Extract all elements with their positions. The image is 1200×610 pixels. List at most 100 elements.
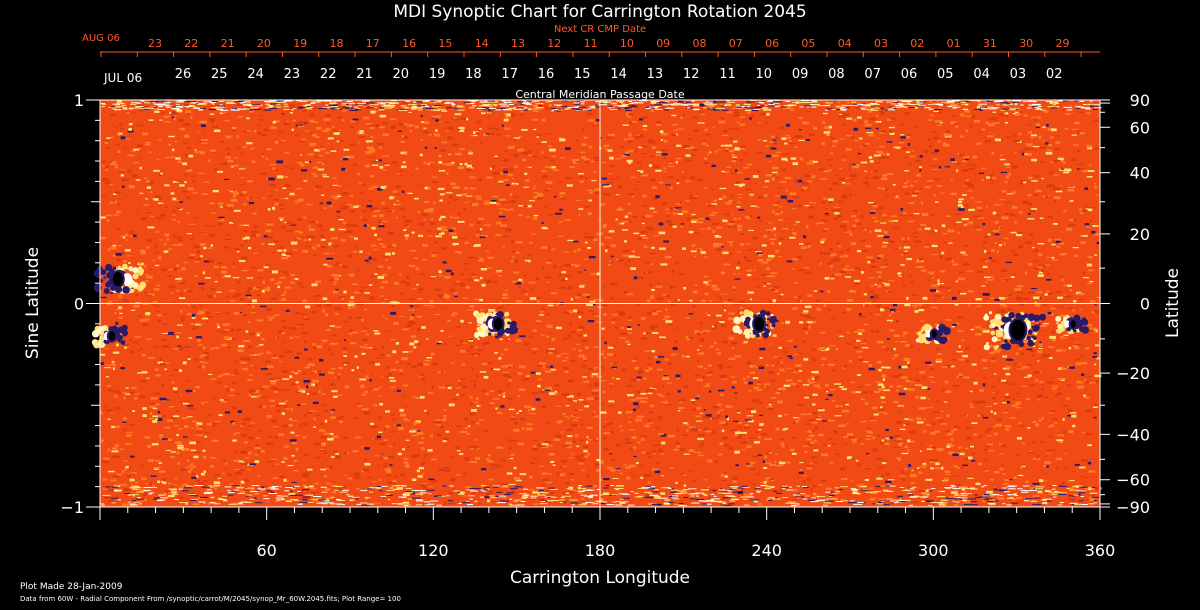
- field-pixel: [813, 449, 819, 452]
- field-pixel: [436, 342, 442, 345]
- field-pixel: [307, 468, 313, 471]
- field-pixel: [382, 169, 387, 171]
- field-pixel: [733, 217, 737, 221]
- field-pixel: [248, 451, 252, 455]
- field-pixel: [813, 127, 818, 130]
- field-pixel: [907, 237, 910, 240]
- field-pixel: [377, 275, 385, 279]
- field-pixel: [158, 462, 162, 464]
- field-pixel: [1041, 417, 1044, 420]
- field-pixel: [946, 430, 951, 433]
- field-pixel: [171, 210, 176, 213]
- field-pixel: [390, 127, 396, 129]
- field-pixel: [306, 393, 310, 395]
- field-pixel: [849, 179, 854, 180]
- field-pixel: [1055, 106, 1059, 109]
- field-pixel: [150, 475, 157, 477]
- field-pixel: [1057, 434, 1064, 437]
- field-pixel: [270, 377, 276, 380]
- field-pixel: [915, 260, 922, 263]
- field-pixel: [464, 486, 472, 489]
- field-pixel: [421, 259, 428, 261]
- field-pixel: [258, 405, 263, 409]
- field-pixel: [921, 201, 924, 205]
- field-pixel: [648, 140, 656, 144]
- field-pixel: [315, 185, 322, 189]
- field-pixel: [162, 478, 166, 481]
- field-pixel: [692, 290, 698, 294]
- field-pixel: [369, 175, 375, 178]
- field-pixel: [650, 387, 657, 389]
- field-pixel: [365, 123, 373, 125]
- field-pixel: [661, 401, 666, 404]
- field-pixel: [337, 195, 342, 198]
- field-pixel: [503, 235, 510, 238]
- field-pixel: [976, 305, 982, 307]
- field-pixel: [650, 178, 656, 181]
- field-pixel: [135, 179, 141, 181]
- field-pixel: [626, 385, 633, 387]
- field-pixel: [877, 187, 881, 189]
- field-pixel: [737, 421, 742, 424]
- field-pixel: [1050, 136, 1054, 139]
- field-pixel: [1089, 220, 1093, 222]
- field-pixel: [678, 448, 686, 451]
- field-pixel: [1005, 372, 1011, 376]
- field-pixel: [220, 331, 226, 334]
- field-pixel: [1017, 474, 1024, 477]
- field-pixel: [888, 479, 895, 481]
- field-pixel: [113, 161, 117, 163]
- field-pixel: [342, 156, 348, 159]
- field-pixel: [583, 158, 590, 161]
- field-pixel: [390, 311, 397, 315]
- field-pixel: [566, 395, 574, 398]
- field-pixel: [725, 202, 732, 205]
- field-pixel: [929, 376, 934, 379]
- field-pixel: [675, 374, 681, 378]
- field-pixel: [832, 369, 836, 372]
- field-pixel: [400, 140, 405, 144]
- field-pixel: [884, 283, 890, 286]
- field-pixel: [776, 187, 783, 189]
- field-pixel: [195, 475, 199, 479]
- field-pixel: [517, 372, 523, 375]
- field-pixel: [1033, 296, 1040, 300]
- field-pixel: [977, 270, 984, 273]
- field-pixel: [186, 459, 190, 462]
- field-pixel: [878, 211, 881, 214]
- field-pixel: [911, 150, 914, 152]
- field-pixel: [1079, 466, 1086, 469]
- field-pixel: [588, 145, 593, 149]
- field-pixel: [211, 105, 217, 108]
- field-pixel: [271, 387, 278, 390]
- field-pixel: [254, 492, 260, 495]
- field-pixel: [912, 191, 919, 194]
- field-pixel: [508, 112, 515, 114]
- field-pixel: [704, 187, 707, 189]
- field-pixel: [298, 231, 304, 234]
- field-pixel: [602, 425, 606, 428]
- field-pixel: [846, 308, 851, 311]
- field-pixel: [671, 123, 678, 126]
- field-pixel: [743, 426, 750, 429]
- field-pixel: [994, 432, 998, 436]
- field-pixel: [771, 364, 775, 367]
- field-pixel: [400, 280, 407, 284]
- field-pixel: [231, 374, 235, 376]
- field-pixel: [589, 191, 593, 194]
- field-pixel: [1041, 270, 1045, 273]
- field-pixel: [350, 296, 354, 299]
- field-pixel: [907, 388, 915, 391]
- field-pixel: [1061, 278, 1064, 282]
- field-pixel: [1012, 498, 1017, 501]
- field-pixel: [177, 444, 184, 447]
- cmp-date-label: 16: [538, 67, 555, 82]
- field-pixel: [546, 313, 549, 316]
- field-pixel: [772, 139, 777, 141]
- field-pixel: [303, 180, 308, 182]
- field-pixel: [481, 283, 486, 287]
- field-pixel: [933, 194, 936, 197]
- field-pixel: [495, 128, 499, 131]
- field-pixel: [466, 341, 474, 343]
- field-pixel: [1039, 217, 1044, 219]
